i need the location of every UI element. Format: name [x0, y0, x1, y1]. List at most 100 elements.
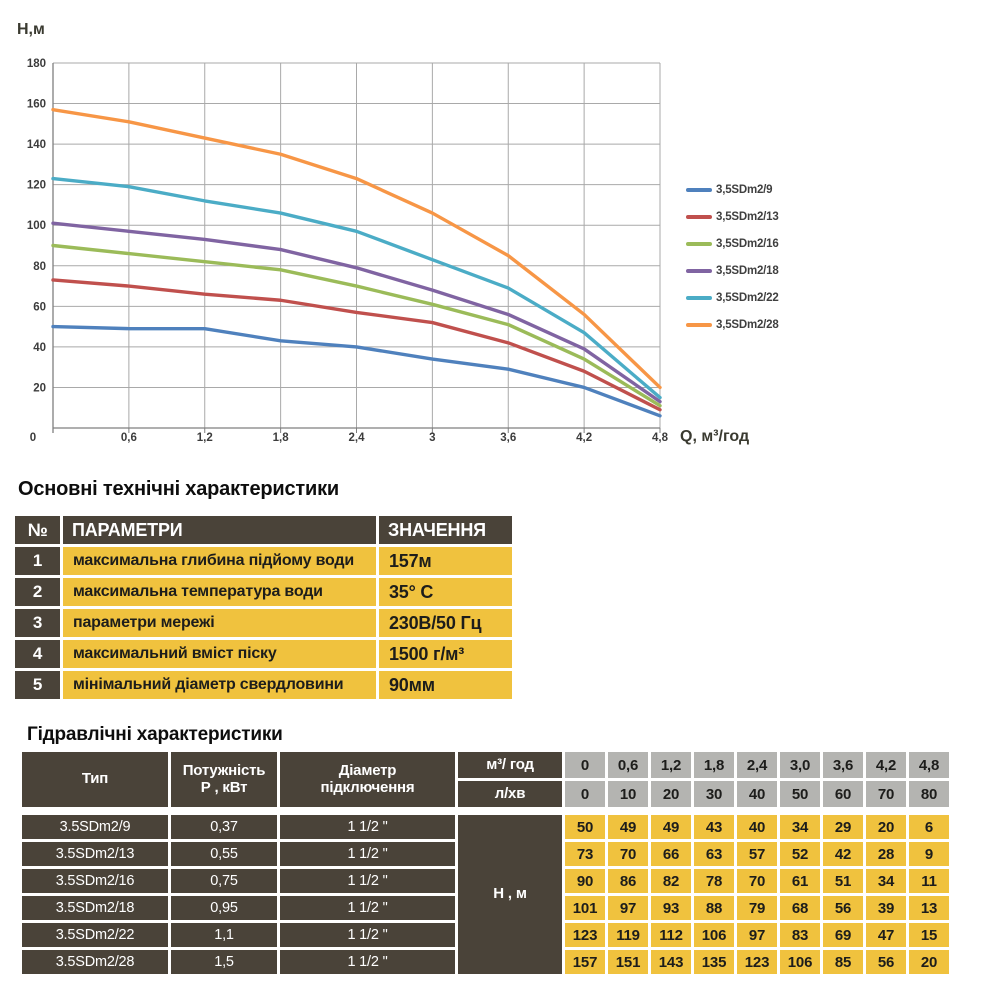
head-value-cell: 83 [780, 923, 820, 947]
legend-item: 3,5SDm2/28 [686, 311, 779, 338]
legend-item: 3,5SDm2/18 [686, 257, 779, 284]
x-axis-title: Q, м³/год [680, 428, 750, 445]
curve-3,5SDm2/13 [51, 278, 662, 412]
flow-lmin-value: 80 [909, 781, 949, 807]
legend-label: 3,5SDm2/13 [716, 210, 779, 223]
x-tick-label: 3 [429, 432, 435, 444]
head-value-cell: 57 [737, 842, 777, 866]
legend-color-line [686, 295, 712, 300]
header-diameter: Діаметр підключення [280, 752, 455, 807]
y-tick-label: 80 [33, 261, 46, 273]
tech-row-parameter: параметри мережі [63, 609, 376, 637]
head-value-cell: 90 [565, 869, 605, 893]
y-tick-label: 60 [33, 301, 46, 313]
head-value-cell: 70 [737, 869, 777, 893]
pump-type-cell: 3.5SDm2/9 [22, 815, 168, 839]
head-value-cell: 97 [737, 923, 777, 947]
head-value-cell: 49 [608, 815, 648, 839]
x-tick-label: 0,6 [121, 432, 137, 444]
legend-color-line [686, 268, 712, 273]
pump-type-cell: 3.5SDm2/16 [22, 869, 168, 893]
head-units-cell: Н , м [458, 815, 562, 974]
head-value-cell: 20 [909, 950, 949, 974]
head-value-cell: 9 [909, 842, 949, 866]
legend-label: 3,5SDm2/28 [716, 318, 779, 331]
flow-m3h-value: 2,4 [737, 752, 777, 778]
flow-lmin-value: 0 [565, 781, 605, 807]
flow-lmin-value: 10 [608, 781, 648, 807]
legend-item: 3,5SDm2/22 [686, 284, 779, 311]
tech-row-number: 3 [15, 609, 60, 637]
flow-m3h-value: 1,2 [651, 752, 691, 778]
tech-row-parameter: максимальна температура води [63, 578, 376, 606]
pump-type-cell: 3.5SDm2/18 [22, 896, 168, 920]
legend-label: 3,5SDm2/16 [716, 237, 779, 250]
head-value-cell: 93 [651, 896, 691, 920]
legend-item: 3,5SDm2/13 [686, 203, 779, 230]
head-value-cell: 119 [608, 923, 648, 947]
chart-legend: 3,5SDm2/9 3,5SDm2/13 3,5SDm2/16 3,5SDm2/18 3… [686, 176, 779, 338]
head-value-cell: 56 [866, 950, 906, 974]
pump-diameter-cell: 1 1/2 " [280, 842, 455, 866]
x-tick-label: 0 [30, 432, 36, 444]
y-tick-label: 40 [33, 342, 46, 354]
x-tick-label: 4,2 [576, 432, 592, 444]
x-tick-label: 3,6 [500, 432, 516, 444]
head-value-cell: 112 [651, 923, 691, 947]
header-flow-lmin: л/хв [458, 781, 562, 807]
tech-row-number: 4 [15, 640, 60, 668]
pump-power-cell: 0,95 [171, 896, 277, 920]
tech-row-parameter: максимальна глибина підйому води [63, 547, 376, 575]
flow-lmin-value: 40 [737, 781, 777, 807]
head-value-cell: 143 [651, 950, 691, 974]
tech-header-cell: ЗНАЧЕННЯ [379, 516, 512, 544]
tech-header-cell: № [15, 516, 60, 544]
legend-item: 3,5SDm2/9 [686, 176, 779, 203]
head-value-cell: 79 [737, 896, 777, 920]
head-value-cell: 34 [780, 815, 820, 839]
head-value-cell: 123 [565, 923, 605, 947]
legend-color-line [686, 241, 712, 246]
head-value-cell: 106 [694, 923, 734, 947]
pump-diameter-cell: 1 1/2 " [280, 923, 455, 947]
x-tick-label: 1,2 [197, 432, 213, 444]
head-value-cell: 78 [694, 869, 734, 893]
head-value-cell: 82 [651, 869, 691, 893]
tech-row-parameter: максимальний вміст піску [63, 640, 376, 668]
head-value-cell: 34 [866, 869, 906, 893]
y-tick-label: 20 [33, 382, 46, 394]
head-value-cell: 13 [909, 896, 949, 920]
x-tick-label: 1,8 [273, 432, 290, 444]
flow-lmin-value: 70 [866, 781, 906, 807]
y-axis-title: Н,м [17, 21, 45, 38]
tech-row-value: 230В/50 Гц [379, 609, 512, 637]
tech-row-parameter: мінімальний діаметр свердловини [63, 671, 376, 699]
head-value-cell: 70 [608, 842, 648, 866]
head-value-cell: 123 [737, 950, 777, 974]
flow-lmin-value: 30 [694, 781, 734, 807]
head-value-cell: 86 [608, 869, 648, 893]
tech-row-number: 5 [15, 671, 60, 699]
head-value-cell: 97 [608, 896, 648, 920]
pump-diameter-cell: 1 1/2 " [280, 950, 455, 974]
head-value-cell: 42 [823, 842, 863, 866]
head-value-cell: 28 [866, 842, 906, 866]
head-value-cell: 88 [694, 896, 734, 920]
head-value-cell: 135 [694, 950, 734, 974]
y-tick-label: 160 [27, 99, 46, 111]
y-tick-label: 120 [27, 180, 46, 192]
curve-3,5SDm2/16 [51, 243, 662, 408]
head-value-cell: 106 [780, 950, 820, 974]
pump-type-cell: 3.5SDm2/22 [22, 923, 168, 947]
flow-lmin-value: 50 [780, 781, 820, 807]
curve-3,5SDm2/28 [51, 107, 662, 390]
y-tick-label: 140 [27, 139, 46, 151]
head-value-cell: 40 [737, 815, 777, 839]
tech-characteristics-table: № ПАРАМЕТРИ ЗНАЧЕННЯ 1 максимальна глибина п… [15, 516, 512, 699]
tech-row-value: 90мм [379, 671, 512, 699]
hydraulic-characteristics-table: Тип Потужність Р , кВт Діаметр підключення м³… [22, 752, 949, 974]
legend-label: 3,5SDm2/22 [716, 291, 779, 304]
head-value-cell: 49 [651, 815, 691, 839]
flow-lmin-value: 20 [651, 781, 691, 807]
